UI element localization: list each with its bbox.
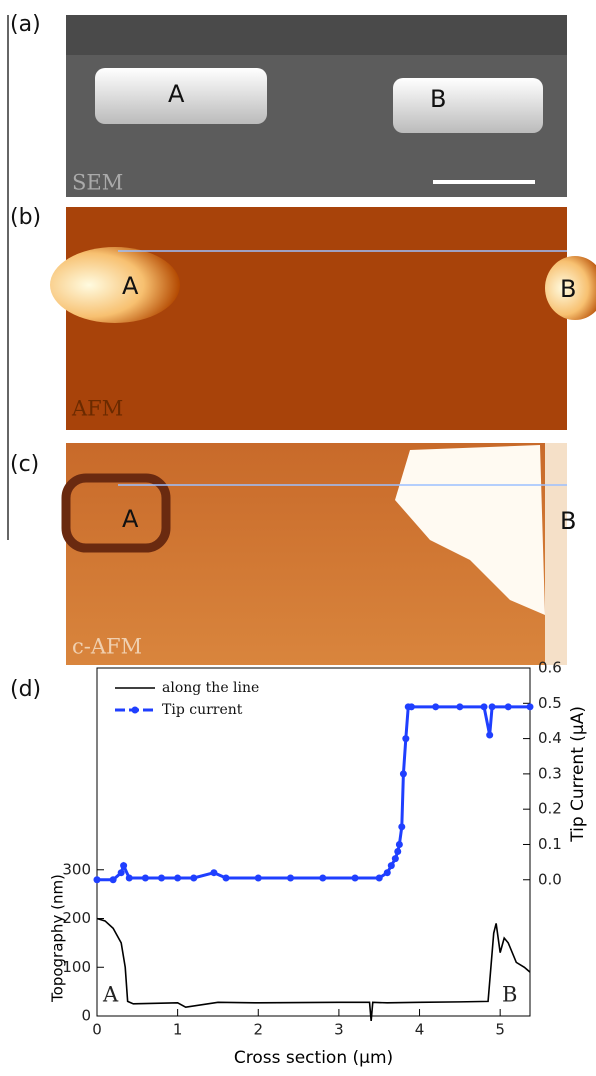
y2-tick-label: 0.2 [538, 800, 562, 818]
point [351, 874, 359, 882]
y-axis-title: Topography (nm) [49, 874, 67, 1003]
point [394, 848, 402, 856]
y2-tick-label: 0.1 [538, 835, 562, 853]
panel-label: (a) [10, 12, 41, 37]
x-tick-label: 0 [92, 1021, 102, 1039]
point [486, 731, 494, 739]
point [407, 703, 415, 711]
panel-label: (c) [10, 452, 39, 477]
series-line [96, 917, 531, 1021]
caption: c-AFM [72, 635, 142, 659]
point [120, 862, 128, 870]
marker: B [430, 85, 446, 113]
annotation: B [502, 983, 517, 1007]
panel-label: (d) [10, 677, 41, 702]
point [125, 874, 133, 882]
point [399, 770, 407, 778]
y-tick-label: 100 [62, 958, 91, 976]
sem-image [66, 15, 567, 197]
point [391, 855, 399, 863]
marker: B [560, 275, 576, 303]
point [432, 703, 440, 711]
caption: AFM [71, 397, 123, 421]
point [158, 874, 166, 882]
y-tick-label: 200 [62, 909, 91, 927]
marker: A [122, 272, 139, 300]
x-tick-label: 5 [495, 1021, 505, 1039]
annotation: A [102, 983, 119, 1007]
point [93, 876, 101, 884]
point [254, 874, 262, 882]
x-tick-label: 2 [253, 1021, 263, 1039]
panel-label: (b) [10, 205, 41, 230]
point [141, 874, 149, 882]
point [398, 823, 406, 831]
legend-label: along the line [162, 680, 259, 696]
point [504, 703, 512, 711]
point [375, 874, 383, 882]
y2-tick-label: 0.3 [538, 764, 562, 782]
point [287, 874, 295, 882]
afm-image [50, 207, 596, 430]
plot-frame [96, 667, 531, 1017]
x-tick-label: 1 [173, 1021, 183, 1039]
point [174, 874, 182, 882]
x-tick-label: 4 [415, 1021, 425, 1039]
series-line [97, 705, 530, 882]
point [456, 703, 464, 711]
cafm-image [61, 443, 567, 665]
point [402, 735, 410, 743]
marker: B [560, 507, 576, 535]
legend-point [131, 706, 139, 714]
point [387, 862, 395, 870]
x-axis-title: Cross section (µm) [234, 1048, 393, 1068]
point [383, 869, 391, 877]
point [526, 703, 534, 711]
point [480, 703, 488, 711]
point [109, 876, 117, 884]
y2-axis-title: Tip Current (µA) [568, 706, 588, 843]
y-tick-label: 300 [62, 860, 91, 878]
point [190, 874, 198, 882]
marker: A [168, 80, 185, 108]
point [222, 874, 230, 882]
marker: A [122, 505, 139, 533]
point [117, 869, 125, 877]
y-tick-label: 0 [81, 1007, 91, 1025]
x-tick-label: 3 [334, 1021, 344, 1039]
y2-tick-label: 0.4 [538, 729, 562, 747]
legend-label: Tip current [162, 702, 243, 718]
point [319, 874, 327, 882]
point [488, 703, 496, 711]
y2-tick-label: 0.5 [538, 694, 562, 712]
y2-tick-label: 0.0 [538, 870, 562, 888]
point [210, 869, 218, 877]
y2-tick-label: 0.6 [538, 659, 562, 677]
caption: SEM [72, 171, 123, 195]
point [395, 840, 403, 848]
